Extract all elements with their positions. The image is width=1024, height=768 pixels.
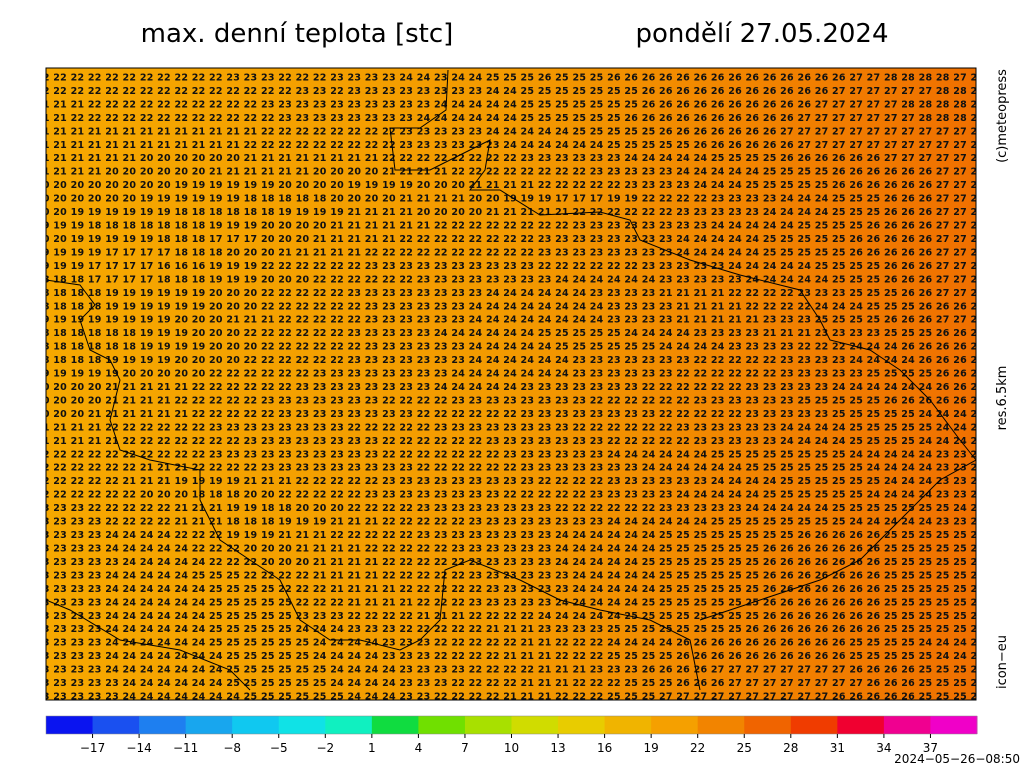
date: pondělí 27.05.2024 [636, 19, 889, 49]
colorbar-tick-label: −8 [223, 741, 241, 755]
grid-row: 23 23 23 23 24 24 24 24 24 24 25 25 25 2… [36, 611, 984, 622]
grid-row: 23 23 23 23 24 24 24 24 24 22 22 22 20 2… [36, 543, 984, 554]
colorbar-tick-label: 7 [461, 741, 469, 755]
grid-row: 22 22 22 22 22 22 22 22 22 22 23 23 23 2… [36, 449, 984, 460]
map-frame [45, 67, 977, 701]
grid-row: 21 21 21 21 21 21 20 20 20 20 20 20 21 2… [36, 153, 984, 164]
colorbar: −17 −14 −11 −8 −5 −2 1 4 7 10 13 16 19 22 25 28 31 34 37 [45, 715, 978, 755]
colorbar-segment [883, 716, 931, 734]
colorbar-segment [418, 716, 466, 734]
colorbar-tick-label: 28 [783, 741, 798, 755]
grid-row: 22 22 22 22 22 22 22 22 22 22 22 23 23 2… [36, 73, 984, 84]
map-background [46, 68, 976, 700]
colorbar-segment [744, 716, 792, 734]
model: icon−eu [995, 635, 1010, 689]
timestamp: 2024−05−26−08:50 [894, 752, 1020, 766]
colorbar-tick-label: 22 [690, 741, 705, 755]
colorbar-segment [46, 716, 94, 734]
colorbar-tick-label: 13 [550, 741, 565, 755]
colorbar-segment [651, 716, 699, 734]
grid-row: 22 22 22 22 22 21 21 21 19 19 19 19 21 2… [36, 476, 984, 487]
colorbar-tick-label: −11 [173, 741, 198, 755]
grid-row: 23 23 23 23 24 24 24 24 24 24 25 25 25 2… [36, 638, 984, 649]
colorbar-segment [278, 716, 326, 734]
grid-row: 23 23 23 23 24 24 24 24 24 24 25 25 25 2… [36, 597, 984, 608]
colorbar-tick-label: 4 [415, 741, 423, 755]
colorbar-segment [92, 716, 140, 734]
colorbar-segment [604, 716, 652, 734]
colorbar-segment [558, 716, 606, 734]
grid-row: 21 21 21 21 21 21 21 21 21 21 21 21 22 2… [36, 140, 984, 151]
grid-row: 21 21 21 21 22 22 22 22 22 22 23 23 23 2… [36, 422, 984, 433]
grid-row: 20 20 20 20 21 21 21 21 22 22 22 22 22 2… [36, 395, 984, 406]
colorbar-tick-label: 34 [876, 741, 891, 755]
grid-row: 23 23 23 23 23 24 24 24 24 24 24 25 25 2… [36, 678, 984, 689]
colorbar-tick-label: 10 [504, 741, 519, 755]
colorbar-tick-label: 25 [737, 741, 752, 755]
colorbar-segment [325, 716, 373, 734]
grid-row: 18 18 18 18 18 18 19 19 19 20 20 20 22 2… [36, 328, 984, 339]
colorbar-segment [139, 716, 187, 734]
grid-row: 19 19 19 18 18 18 18 18 18 18 19 19 19 2… [36, 221, 984, 232]
grid-row: 23 23 23 23 22 22 22 22 21 21 21 18 18 1… [36, 517, 984, 528]
colorbar-segment [697, 716, 745, 734]
resolution: res.6.5km [995, 366, 1010, 431]
borders [46, 69, 976, 691]
grid-row: 19 19 19 19 17 17 17 17 18 18 18 20 20 2… [36, 247, 984, 258]
colorbar-segment [930, 716, 978, 734]
grid-row: 20 20 20 20 20 20 20 20 19 19 19 19 19 1… [36, 180, 984, 191]
colorbar-tick-label: −2 [316, 741, 334, 755]
grid-row: 18 18 18 18 19 19 19 19 20 20 20 20 22 2… [36, 355, 984, 366]
colorbar-tick-label: 19 [644, 741, 659, 755]
grid-row: 19 19 19 19 19 19 19 19 20 20 20 21 21 2… [36, 315, 984, 326]
grid-row: 23 23 23 23 23 24 24 24 24 24 22 22 22 2… [36, 557, 984, 568]
grid-row: 20 20 19 19 19 19 19 18 18 18 17 17 17 2… [36, 234, 984, 245]
grid-row: 22 22 22 22 22 22 20 20 20 18 18 18 20 2… [36, 490, 984, 501]
grid-row: 23 23 23 23 23 24 24 24 24 24 24 24 25 2… [36, 692, 984, 703]
grid-row: 23 23 23 23 24 24 24 24 24 24 25 25 25 2… [36, 624, 984, 635]
grid-row: 21 21 22 22 22 22 22 22 22 22 22 22 22 2… [36, 113, 984, 124]
colorbar-tick-label: 16 [597, 741, 612, 755]
grid-row: 21 21 21 22 22 22 22 22 22 22 22 22 22 2… [36, 99, 984, 110]
colorbar-tick-label: 1 [368, 741, 376, 755]
grid-row: 20 20 20 20 21 21 21 21 21 22 22 22 22 2… [36, 382, 984, 393]
grid-row: 20 20 20 20 20 20 19 19 19 19 19 19 18 1… [36, 194, 984, 205]
grid-row: 19 19 19 19 19 20 20 20 20 20 22 22 22 2… [36, 369, 984, 380]
grid-row: 23 23 23 23 24 24 24 24 24 24 25 25 25 2… [36, 584, 984, 595]
copyright: (c)meteopress [995, 69, 1010, 163]
grid-row: 19 19 19 17 17 17 17 16 16 16 19 19 19 2… [36, 261, 984, 272]
grid-row: 20 20 20 21 21 21 21 21 21 22 22 22 22 2… [36, 409, 984, 420]
grid-row: 21 21 21 21 21 21 21 21 21 21 21 21 21 2… [36, 126, 984, 137]
value-grid: 22 22 22 22 22 22 22 22 22 22 22 23 23 2… [36, 73, 984, 703]
colorbar-tick-label: −14 [126, 741, 151, 755]
grid-row: 21 21 21 21 21 22 22 22 22 22 22 22 23 2… [36, 436, 984, 447]
grid-row: 22 22 22 22 22 22 21 21 21 22 22 22 22 2… [36, 463, 984, 474]
colorbar-segment [185, 716, 233, 734]
colorbar-tick-label: −17 [80, 741, 105, 755]
colorbar-segment [837, 716, 885, 734]
colorbar-tick-label: 37 [923, 741, 938, 755]
colorbar-segment [790, 716, 838, 734]
colorbar-segment [464, 716, 512, 734]
colorbar-segment [371, 716, 419, 734]
grid-row: 23 23 23 23 24 24 24 24 24 24 24 25 25 2… [36, 665, 984, 676]
colorbar-tick-label: 31 [830, 741, 845, 755]
grid-row: 21 21 21 21 20 20 20 20 20 20 21 21 21 2… [36, 167, 984, 178]
title: max. denní teplota [stc] [141, 19, 454, 49]
colorbar-segment [511, 716, 559, 734]
colorbar-tick-label: −5 [270, 741, 288, 755]
grid-row: 18 18 18 17 17 17 17 18 18 18 19 19 19 2… [36, 274, 984, 285]
grid-row: 18 18 18 18 19 19 19 19 19 19 20 20 20 2… [36, 288, 984, 299]
grid-row: 23 23 23 22 22 22 22 22 21 21 21 19 19 1… [36, 503, 984, 514]
grid-row: 20 20 19 19 19 19 19 19 18 18 18 18 18 1… [36, 207, 984, 218]
grid-row: 22 22 22 22 22 22 22 22 22 22 22 22 22 2… [36, 86, 984, 97]
grid-row: 23 23 23 23 24 24 24 24 24 24 24 25 25 2… [36, 651, 984, 662]
grid-row: 23 23 23 23 24 24 24 24 22 22 22 19 19 1… [36, 530, 984, 541]
grid-row: 18 18 18 18 18 18 19 19 19 19 20 20 20 2… [36, 342, 984, 353]
grid-row: 18 18 18 18 19 19 19 19 19 19 20 20 20 2… [36, 301, 984, 312]
colorbar-segment [232, 716, 280, 734]
